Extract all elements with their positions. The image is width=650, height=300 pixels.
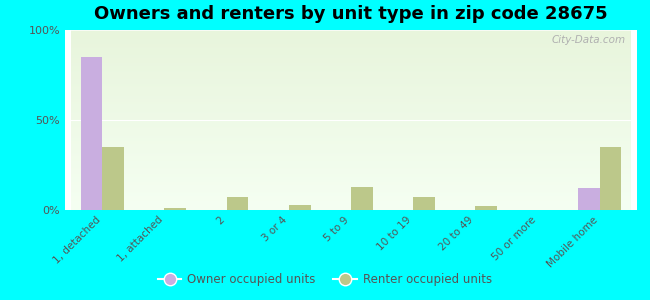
Bar xyxy=(289,205,311,210)
Bar xyxy=(227,197,248,210)
Text: City-Data.com: City-Data.com xyxy=(551,35,625,45)
Bar xyxy=(81,57,102,210)
Bar xyxy=(164,208,187,210)
Bar xyxy=(351,187,372,210)
Bar xyxy=(475,206,497,210)
Bar xyxy=(600,147,621,210)
Legend: Owner occupied units, Renter occupied units: Owner occupied units, Renter occupied un… xyxy=(153,269,497,291)
Bar xyxy=(102,147,124,210)
Title: Owners and renters by unit type in zip code 28675: Owners and renters by unit type in zip c… xyxy=(94,5,608,23)
Bar xyxy=(413,197,435,210)
Bar xyxy=(578,188,600,210)
